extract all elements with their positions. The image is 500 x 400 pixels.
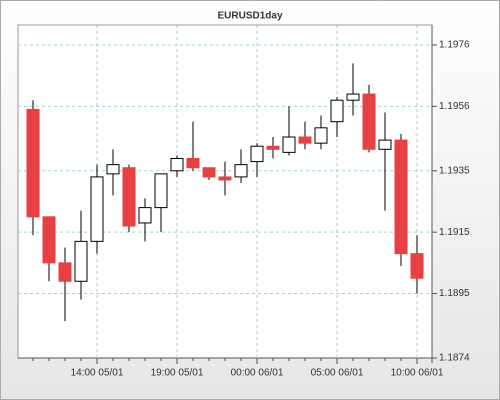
candle-body bbox=[202, 167, 216, 178]
candle-body bbox=[138, 207, 152, 224]
y-tick-label: 1.1895 bbox=[439, 288, 470, 299]
candle-body bbox=[282, 136, 296, 153]
candle-body bbox=[218, 176, 232, 181]
candle-body bbox=[394, 139, 408, 255]
x-tick-label: 19:00 05/01 bbox=[151, 368, 204, 379]
candle-body bbox=[298, 136, 312, 144]
candle-body bbox=[234, 164, 248, 178]
candle-body bbox=[122, 167, 136, 227]
candle-body bbox=[154, 173, 168, 209]
candle-body bbox=[330, 99, 344, 123]
candle-body bbox=[378, 139, 392, 150]
candle-body bbox=[186, 158, 200, 169]
candle-body bbox=[410, 253, 424, 279]
candle-body bbox=[74, 240, 88, 282]
y-tick-label: 1.1956 bbox=[439, 101, 470, 112]
candle-body bbox=[346, 93, 360, 101]
candle-body bbox=[42, 216, 56, 264]
candle-body bbox=[266, 145, 280, 150]
chart-title: EURUSD1day bbox=[217, 11, 282, 22]
candle-body bbox=[106, 164, 120, 175]
y-tick-label: 1.1915 bbox=[439, 227, 470, 238]
x-tick-label: 10:00 06/01 bbox=[391, 368, 444, 379]
y-tick-label: 1.1874 bbox=[439, 353, 470, 364]
candle-body bbox=[250, 145, 264, 163]
candle-body bbox=[26, 108, 40, 218]
x-tick-label: 00:00 06/01 bbox=[231, 368, 284, 379]
candle-body bbox=[170, 158, 184, 172]
x-tick-label: 05:00 06/01 bbox=[311, 368, 364, 379]
y-tick-label: 1.1935 bbox=[439, 165, 470, 176]
candle-body bbox=[314, 127, 328, 144]
candle-body bbox=[58, 262, 72, 282]
candle-body bbox=[362, 93, 376, 150]
x-tick-label: 14:00 05/01 bbox=[71, 368, 124, 379]
candle-body bbox=[90, 176, 104, 242]
y-tick-label: 1.1976 bbox=[439, 40, 470, 51]
